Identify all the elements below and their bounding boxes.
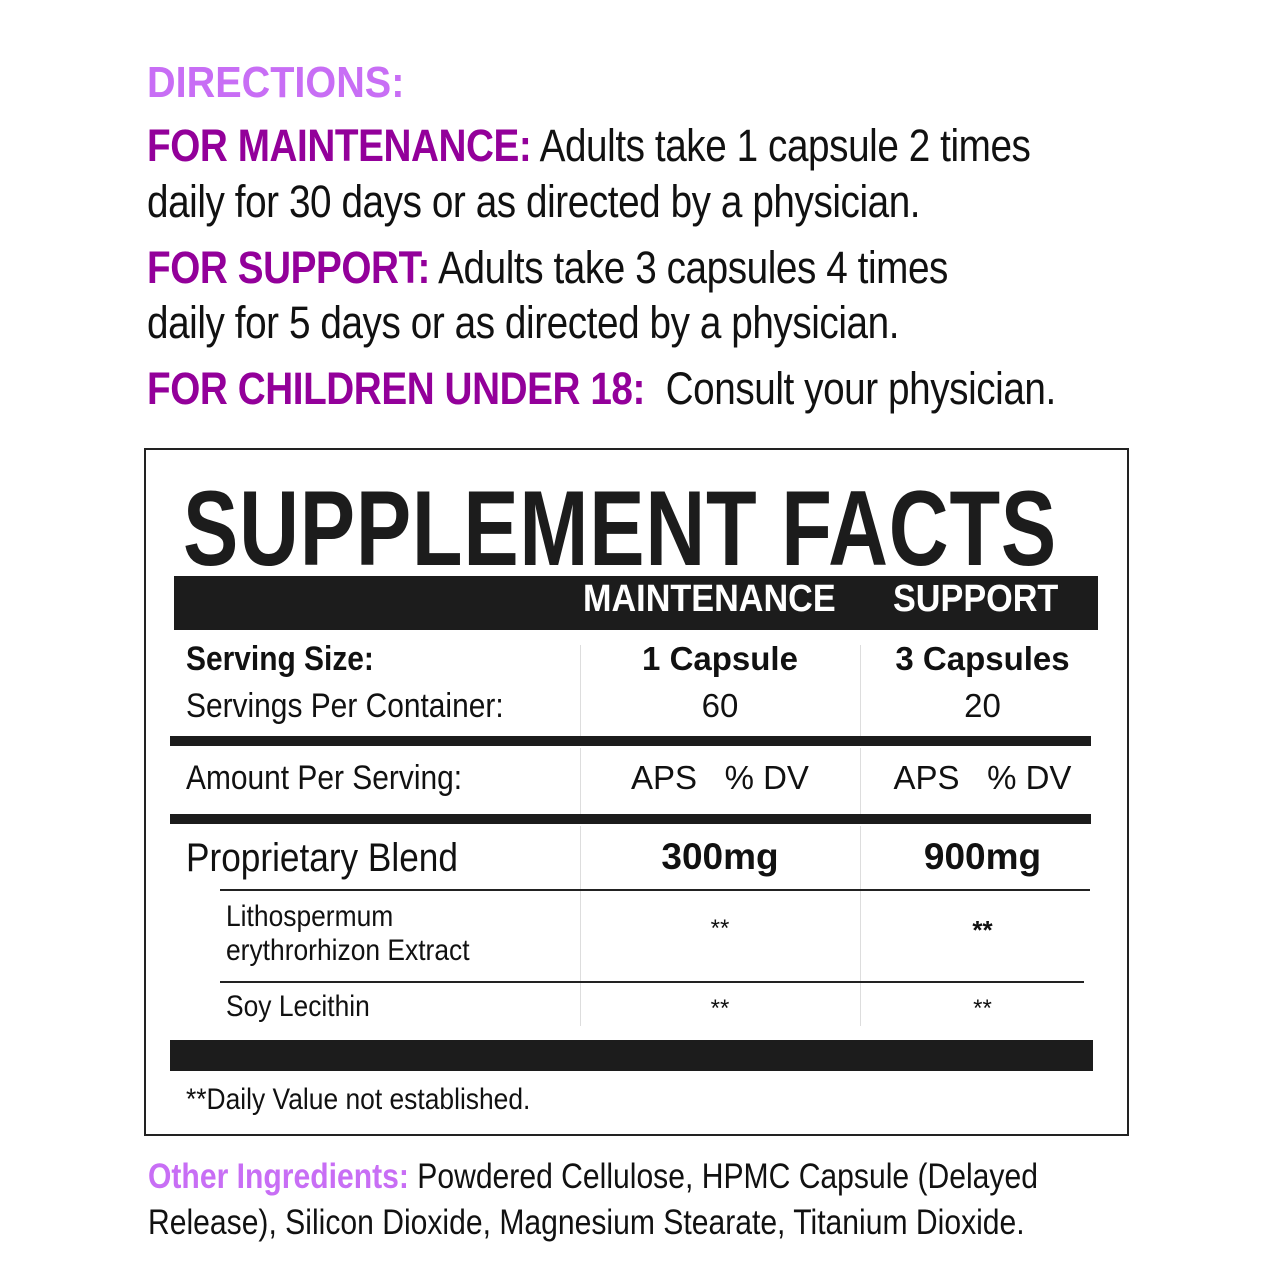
serving-size-support: 3 Capsules [895, 640, 1070, 677]
other-ingredients-line-1: Other Ingredients: Powdered Cellulose, H… [148, 1157, 1038, 1197]
thick-divider [170, 814, 1091, 824]
ingredient-value-support: ** [972, 915, 993, 945]
support-text: Adults take 3 capsules 4 times [429, 242, 948, 293]
amount-headers-maintenance: APS % DV [600, 759, 840, 797]
maintenance-line-2: daily for 30 days or as directed by a ph… [147, 176, 921, 227]
aps-header: APS [893, 759, 960, 796]
divider [860, 748, 861, 814]
column-header-maintenance: MAINTENANCE [583, 578, 836, 620]
support-label: FOR SUPPORT: [147, 242, 430, 293]
other-ingredients-line-2: Release), Silicon Dioxide, Magnesium Ste… [148, 1203, 1025, 1242]
ingredient-value-maintenance: ** [710, 915, 730, 942]
servings-support: 20 [964, 687, 1001, 724]
dv-header: % DV [724, 759, 809, 796]
ingredient-value-support: ** [973, 995, 992, 1022]
divider [580, 826, 581, 1026]
column-header-bar [174, 576, 1098, 630]
thick-divider [170, 736, 1091, 746]
dv-header: % DV [987, 759, 1072, 796]
ingredient-value-maintenance: ** [710, 995, 730, 1022]
row-divider [220, 981, 1084, 983]
serving-size-label: Serving Size: [186, 640, 374, 678]
blend-support: 900mg [923, 836, 1042, 877]
support-line-2: daily for 5 days or as directed by a phy… [147, 297, 900, 348]
servings-per-container-label: Servings Per Container: [186, 687, 504, 725]
other-ingredients-label: Other Ingredients: [148, 1157, 409, 1196]
ingredient-name-line-2: erythrorhizon Extract [226, 934, 470, 967]
divider [860, 645, 861, 737]
maintenance-label: FOR MAINTENANCE: [147, 120, 532, 171]
servings-maintenance: 60 [701, 687, 739, 724]
divider [580, 748, 581, 814]
ingredient-name: Lithospermum [226, 900, 394, 933]
aps-header: APS [631, 759, 698, 796]
row-divider [220, 889, 1090, 891]
footnote: **Daily Value not established. [186, 1083, 531, 1116]
amount-headers-support: APS % DV [865, 759, 1100, 797]
serving-size-maintenance: 1 Capsule [642, 640, 798, 677]
supplement-facts-panel [144, 448, 1129, 1136]
column-header-support: SUPPORT [893, 578, 1059, 620]
amount-per-serving-label: Amount Per Serving: [186, 759, 463, 797]
maintenance-text: Adults take 1 capsule 2 times [531, 120, 1031, 171]
proprietary-blend-label: Proprietary Blend [186, 836, 458, 880]
children-text: Consult your physician. [644, 363, 1057, 414]
children-label: FOR CHILDREN UNDER 18: [147, 363, 645, 414]
supplement-facts-title: SUPPLEMENT FACTS [183, 468, 1057, 588]
blend-maintenance: 300mg [661, 836, 779, 877]
ingredient-name: Soy Lecithin [226, 990, 370, 1023]
divider [580, 645, 581, 737]
children-line: FOR CHILDREN UNDER 18: Consult your phys… [147, 363, 1056, 415]
other-ingredients-text: Powdered Cellulose, HPMC Capsule (Delaye… [408, 1157, 1038, 1196]
bottom-bar [170, 1040, 1093, 1071]
divider [860, 826, 861, 1026]
directions-title: DIRECTIONS: [147, 58, 405, 107]
support-line-1: FOR SUPPORT: Adults take 3 capsules 4 ti… [147, 242, 948, 294]
maintenance-line-1: FOR MAINTENANCE: Adults take 1 capsule 2… [147, 120, 1031, 172]
